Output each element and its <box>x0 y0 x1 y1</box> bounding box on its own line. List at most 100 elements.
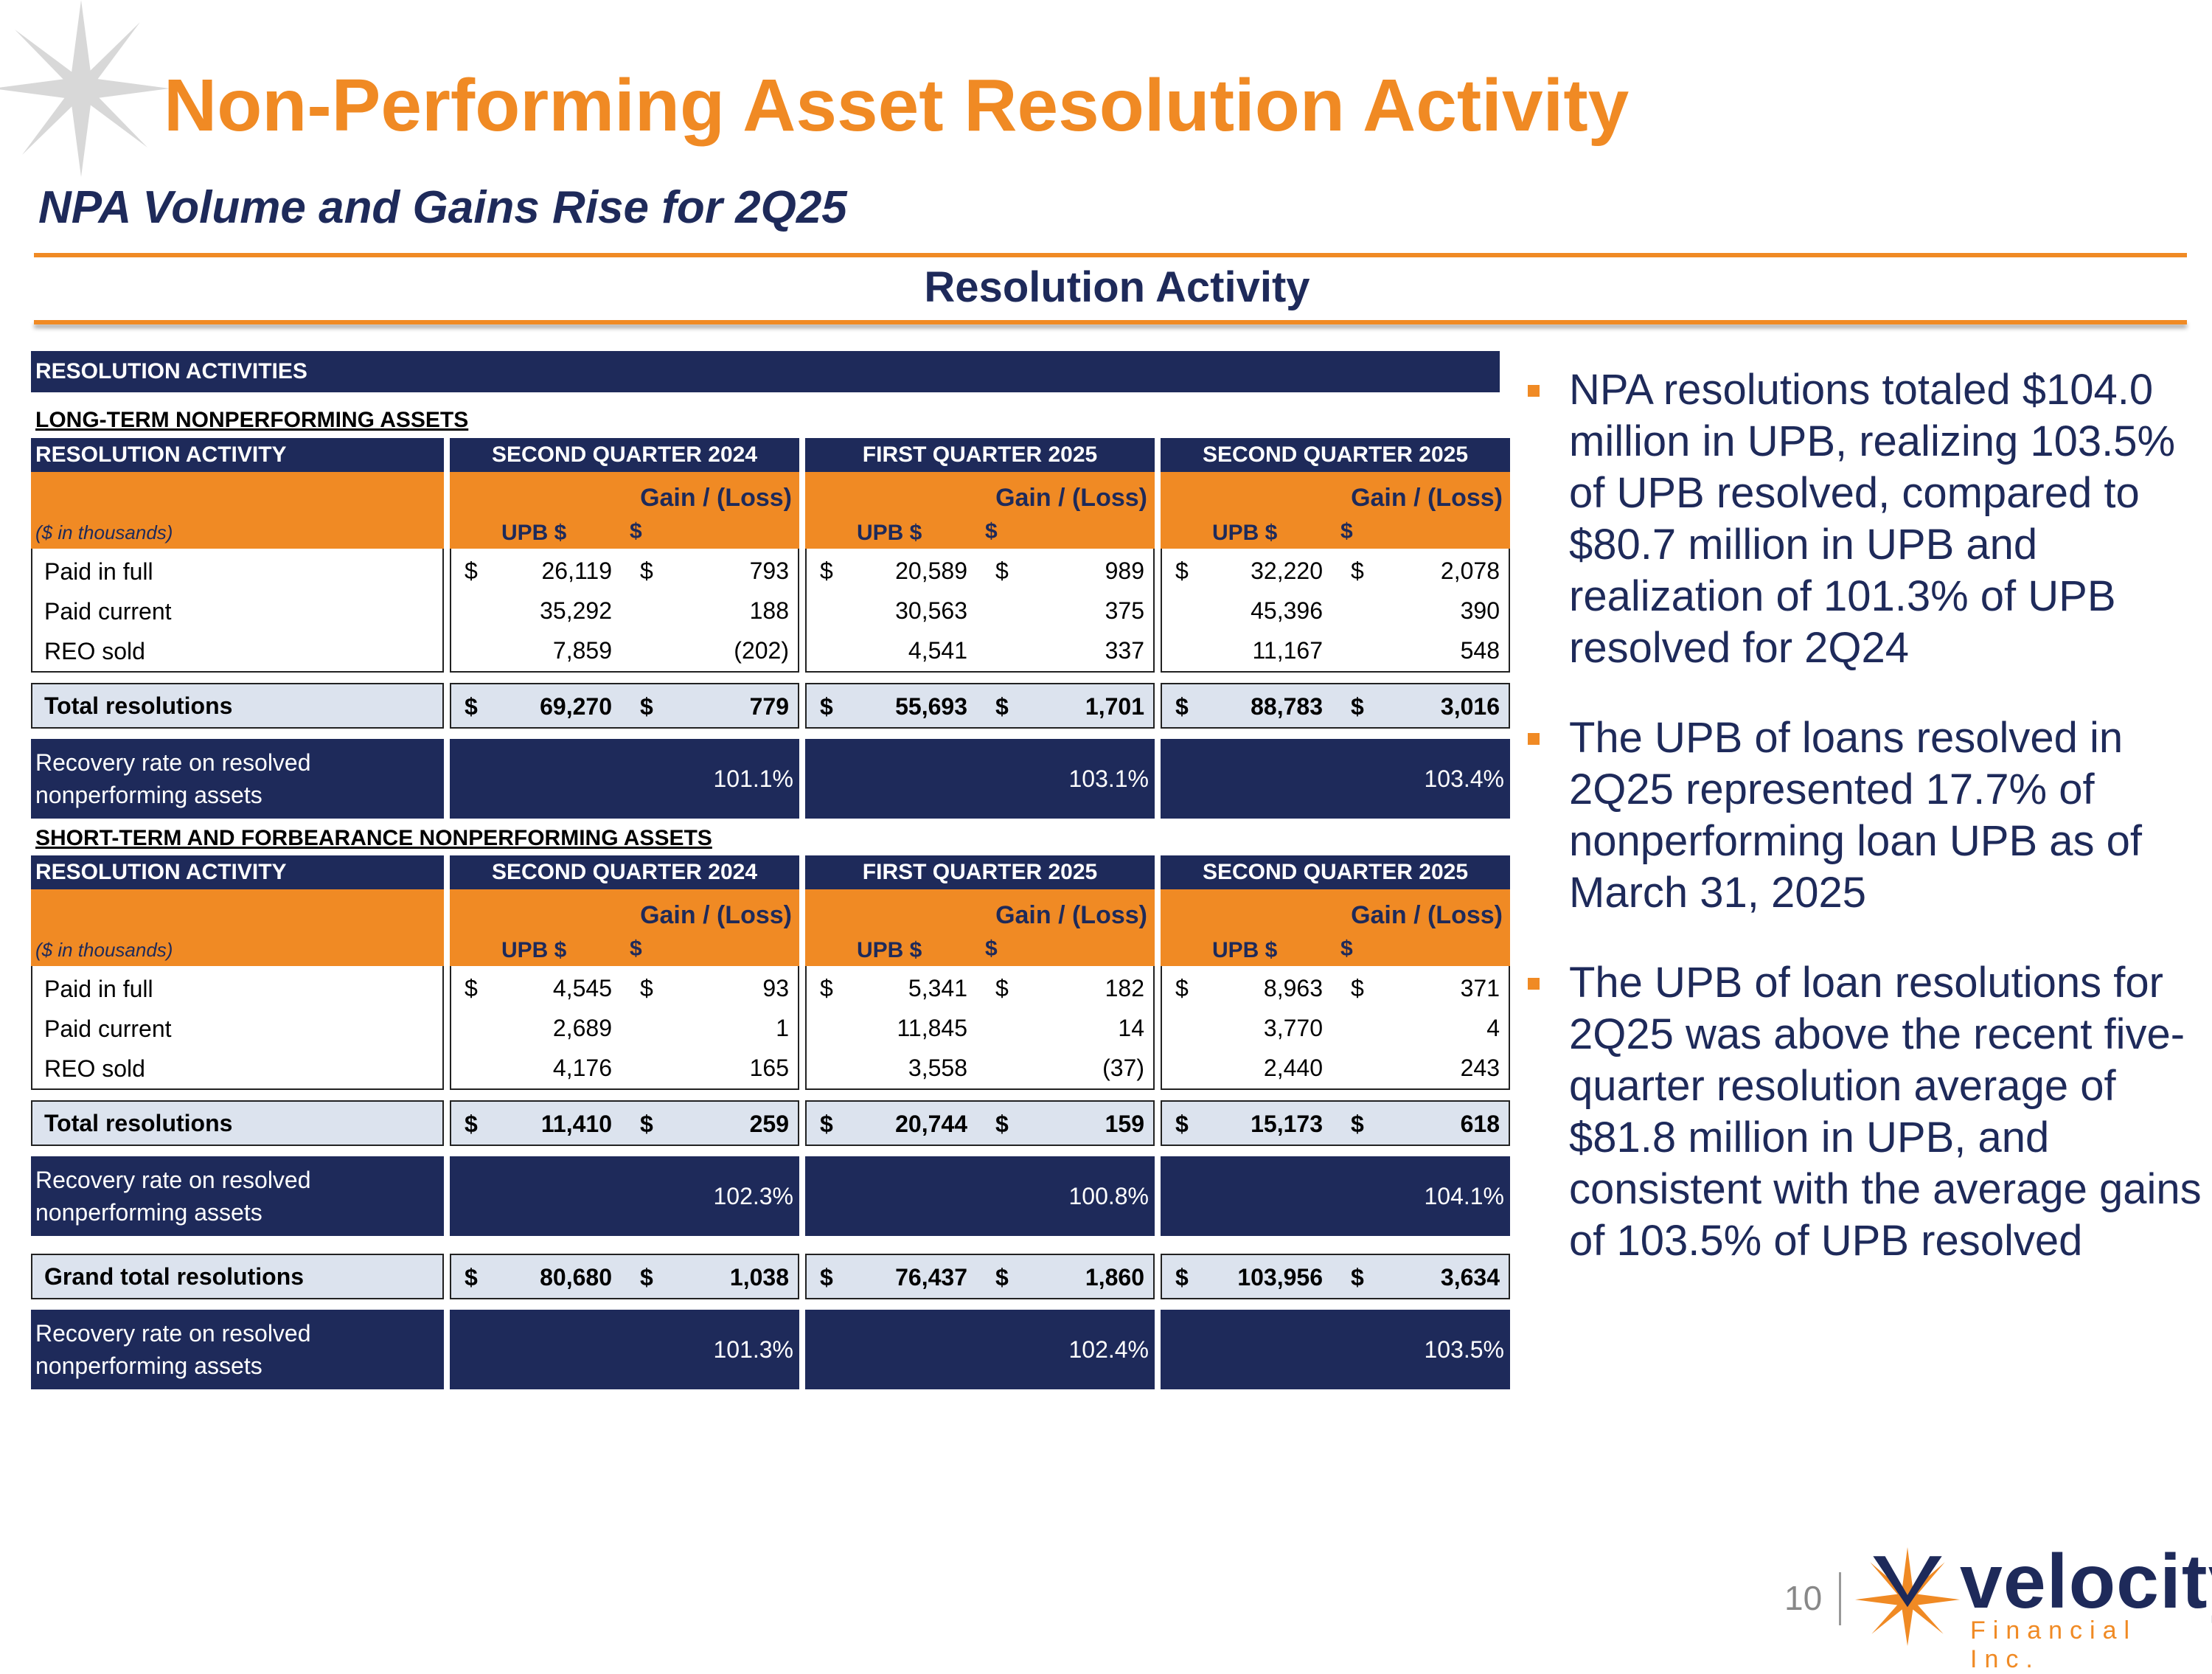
dollar-sign: $ <box>995 693 1009 720</box>
upb-value: 26,119 <box>541 558 613 584</box>
gain-loss-value: 243 <box>1460 1055 1500 1081</box>
quarter-values: 30,563 375 <box>805 591 1155 631</box>
gain-loss-value: 1 <box>776 1015 789 1041</box>
quarter-values: $32,220 $2,078 <box>1161 549 1510 591</box>
subheader-cell: Gain / (Loss) UPB $ $ <box>805 889 1155 966</box>
quarter-values: 2,689 1 <box>450 1009 799 1049</box>
quarter-values: $20,589 $989 <box>805 549 1155 591</box>
upb-value: 3,770 <box>1263 1015 1323 1041</box>
upb-value: 20,589 <box>895 558 967 584</box>
gain-loss-value: 989 <box>1105 558 1144 584</box>
upb-value: 20,744 <box>895 1111 967 1137</box>
quarter-values: 7,859 (202) <box>450 631 799 673</box>
quarter-header: FIRST QUARTER 2025 <box>805 855 1155 889</box>
bullet-square-icon <box>1528 385 1540 397</box>
title-divider <box>34 253 2187 257</box>
bullet-text: The UPB of loans resolved in 2Q25 repres… <box>1569 714 2142 917</box>
gain-loss-value: 793 <box>749 558 789 584</box>
quarter-values: $20,744 $159 <box>805 1100 1155 1146</box>
dollar-sign: $ <box>1351 693 1364 720</box>
quarter-values: 11,167 548 <box>1161 631 1510 673</box>
upb-value: 30,563 <box>895 597 967 624</box>
gain-loss-value: 1,860 <box>1085 1264 1144 1291</box>
upb-value: 15,173 <box>1251 1111 1323 1137</box>
row-label: Paid current <box>31 1009 444 1049</box>
gain-loss-value: 4 <box>1486 1015 1500 1041</box>
dollar-sign: $ <box>1351 975 1364 1001</box>
upb-value: 55,693 <box>895 693 967 720</box>
dollar-sign: $ <box>995 1111 1009 1137</box>
decorative-star-icon <box>0 0 170 177</box>
total-label: Total resolutions <box>31 683 444 729</box>
upb-value: 80,680 <box>540 1264 612 1291</box>
quarter-values: $88,783 $3,016 <box>1161 683 1510 729</box>
upb-value: 103,956 <box>1237 1264 1323 1291</box>
gain-dollar-header: $ <box>630 937 642 961</box>
quarter-values: $26,119 $793 <box>450 549 799 591</box>
dollar-sign: $ <box>995 558 1009 584</box>
gain-loss-value: 165 <box>749 1055 789 1081</box>
units-label: ($ in thousands) <box>31 472 444 549</box>
recovery-rate-value: 102.3% <box>450 1156 799 1236</box>
upb-value: 32,220 <box>1251 558 1323 584</box>
recovery-rate-row: Recovery rate on resolved nonperforming … <box>31 1156 1510 1236</box>
gain-loss-value: 390 <box>1460 597 1500 624</box>
row-label: REO sold <box>31 1049 444 1090</box>
bullet-square-icon <box>1528 978 1540 990</box>
gain-dollar-header: $ <box>1340 519 1353 543</box>
table-row: Paid current 35,292 188 30,563 375 45,396 390 <box>31 591 1510 631</box>
table-row: REO sold 7,859 (202) 4,541 337 11,167 548 <box>31 631 1510 673</box>
bullet-list: NPA resolutions totaled $104.0 million i… <box>1528 364 2212 1305</box>
recovery-rate-label: Recovery rate on resolved nonperforming … <box>31 1310 444 1389</box>
subheader-cell: Gain / (Loss) UPB $ $ <box>1161 472 1510 549</box>
dollar-sign: $ <box>640 1111 653 1137</box>
gain-loss-header: Gain / (Loss) <box>1351 484 1503 512</box>
upb-header: UPB $ <box>1212 938 1278 962</box>
bullet-text: The UPB of loan resolutions for 2Q25 was… <box>1569 959 2202 1265</box>
quarter-values: 3,770 4 <box>1161 1009 1510 1049</box>
gain-loss-value: 2,078 <box>1440 558 1500 584</box>
short-term-table: RESOLUTION ACTIVITY SECOND QUARTER 2024 FI… <box>25 855 1516 1236</box>
recovery-rate-value: 104.1% <box>1161 1156 1510 1236</box>
quarter-header: FIRST QUARTER 2025 <box>805 438 1155 472</box>
table-header-row: RESOLUTION ACTIVITY SECOND QUARTER 2024 FI… <box>31 855 1510 889</box>
upb-value: 4,176 <box>552 1055 612 1081</box>
table-row: Paid in full $26,119 $793 $20,589 $989 $32,22… <box>31 549 1510 591</box>
quarter-values: 2,440 243 <box>1161 1049 1510 1090</box>
dollar-sign: $ <box>465 693 478 720</box>
dollar-sign: $ <box>640 693 653 720</box>
row-label: Paid in full <box>31 966 444 1009</box>
gain-loss-value: 371 <box>1460 975 1500 1001</box>
gain-dollar-header: $ <box>985 519 998 543</box>
quarter-values: 4,176 165 <box>450 1049 799 1090</box>
gain-loss-header: Gain / (Loss) <box>640 484 792 512</box>
resolution-table: RESOLUTION ACTIVITIES LONG-TERM NONPERFO… <box>31 351 1510 1389</box>
column-label: RESOLUTION ACTIVITY <box>31 438 444 472</box>
upb-value: 45,396 <box>1251 597 1323 624</box>
section-heading: Resolution Activity <box>924 263 1310 311</box>
dollar-sign: $ <box>820 975 833 1001</box>
upb-value: 2,440 <box>1263 1055 1323 1081</box>
quarter-values: 45,396 390 <box>1161 591 1510 631</box>
section-divider <box>34 320 2187 324</box>
gain-loss-value: 93 <box>762 975 789 1001</box>
gain-loss-value: 159 <box>1105 1111 1144 1137</box>
quarter-values: $80,680 $1,038 <box>450 1254 799 1299</box>
quarter-values: $69,270 $779 <box>450 683 799 729</box>
total-label: Total resolutions <box>31 1100 444 1146</box>
grand-total-label: Grand total resolutions <box>31 1254 444 1299</box>
recovery-rate-row: Recovery rate on resolved nonperforming … <box>31 739 1510 819</box>
quarter-header: SECOND QUARTER 2024 <box>450 855 799 889</box>
dollar-sign: $ <box>640 975 653 1001</box>
gain-loss-value: 779 <box>749 693 789 720</box>
table-main-header: RESOLUTION ACTIVITIES <box>31 351 1500 392</box>
total-row: Total resolutions $11,410 $259 $20,744 $159 $… <box>31 1100 1510 1146</box>
recovery-rate-value: 100.8% <box>805 1156 1155 1236</box>
dollar-sign: $ <box>465 975 478 1001</box>
dollar-sign: $ <box>640 558 653 584</box>
table-row: REO sold 4,176 165 3,558 (37) 2,440 243 <box>31 1049 1510 1090</box>
upb-value: 4,541 <box>908 637 967 664</box>
grand-total-row: Grand total resolutions $80,680 $1,038 $76,… <box>31 1254 1510 1299</box>
upb-value: 76,437 <box>895 1264 967 1291</box>
subheader-cell: Gain / (Loss) UPB $ $ <box>450 472 799 549</box>
